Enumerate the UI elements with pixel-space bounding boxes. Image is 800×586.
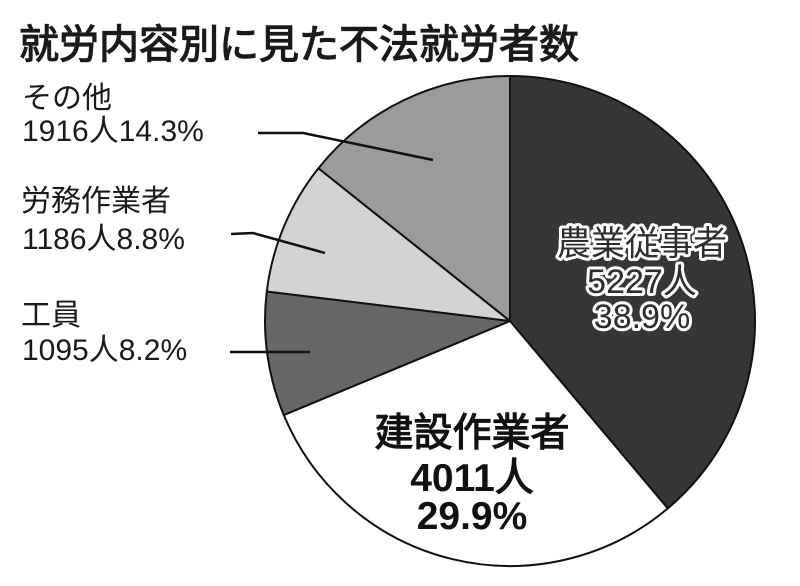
inside-label-agriculture: 農業従事者 5227人 38.9% [554, 222, 730, 339]
others-label-name: その他 [22, 82, 112, 115]
leader-line-その他 [258, 131, 434, 162]
leader-line-労務作業者 [230, 231, 326, 255]
chart-title: 就労内容別に見た不法就労者数 [19, 23, 579, 67]
pie-slice-その他 [317, 75, 511, 322]
pie-slice-労務作業者 [265, 167, 511, 322]
inside-label-construction: 建設作業者 4011人 29.9% [374, 412, 569, 538]
agriculture-label-name: 農業従事者 [557, 225, 727, 263]
factory-workers-label-value: 1095人8.2% [22, 334, 188, 367]
laborers-label-value: 1186人8.8% [22, 223, 185, 256]
pie-slice-農業従事者 [509, 75, 756, 510]
construction-label-percent: 29.9% [417, 495, 528, 538]
construction-label-name: 建設作業者 [374, 412, 569, 455]
pie-slice-工員 [264, 290, 511, 417]
agriculture-label-percent: 38.9% [594, 298, 690, 336]
agriculture-label-count: 5227人 [587, 263, 697, 301]
leader-lines [230, 131, 434, 354]
pie-slices [264, 75, 756, 567]
pie-slice-建設作業者 [282, 320, 669, 567]
factory-workers-label-name: 工員 [21, 299, 81, 332]
construction-label-count: 4011人 [410, 457, 534, 500]
others-label-value: 1916人14.3% [22, 115, 204, 148]
laborers-label-name: 労務作業者 [21, 185, 171, 218]
